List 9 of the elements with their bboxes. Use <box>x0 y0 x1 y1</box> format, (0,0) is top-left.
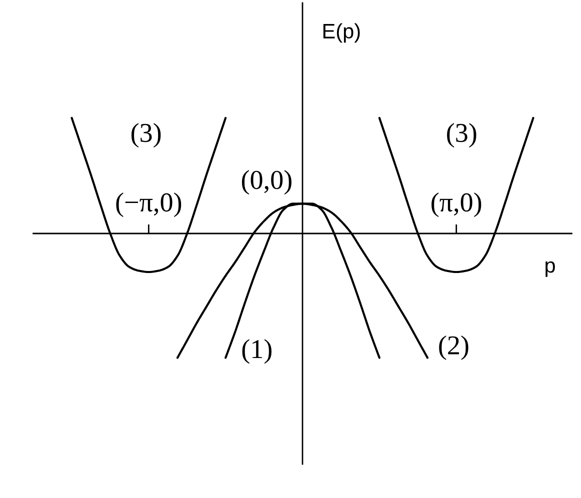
series-label: (3) <box>131 123 161 148</box>
series-label: (3) <box>447 123 476 148</box>
y-axis-title: E(p) <box>323 23 360 43</box>
series-label: (2) <box>439 335 468 360</box>
x-tick-label: (−π,0) <box>116 192 182 218</box>
series-label: (1) <box>242 339 272 364</box>
x-axis-title: p <box>546 261 555 277</box>
annotation: (0,0) <box>242 170 292 195</box>
x-tick-label: (π,0) <box>432 192 482 218</box>
